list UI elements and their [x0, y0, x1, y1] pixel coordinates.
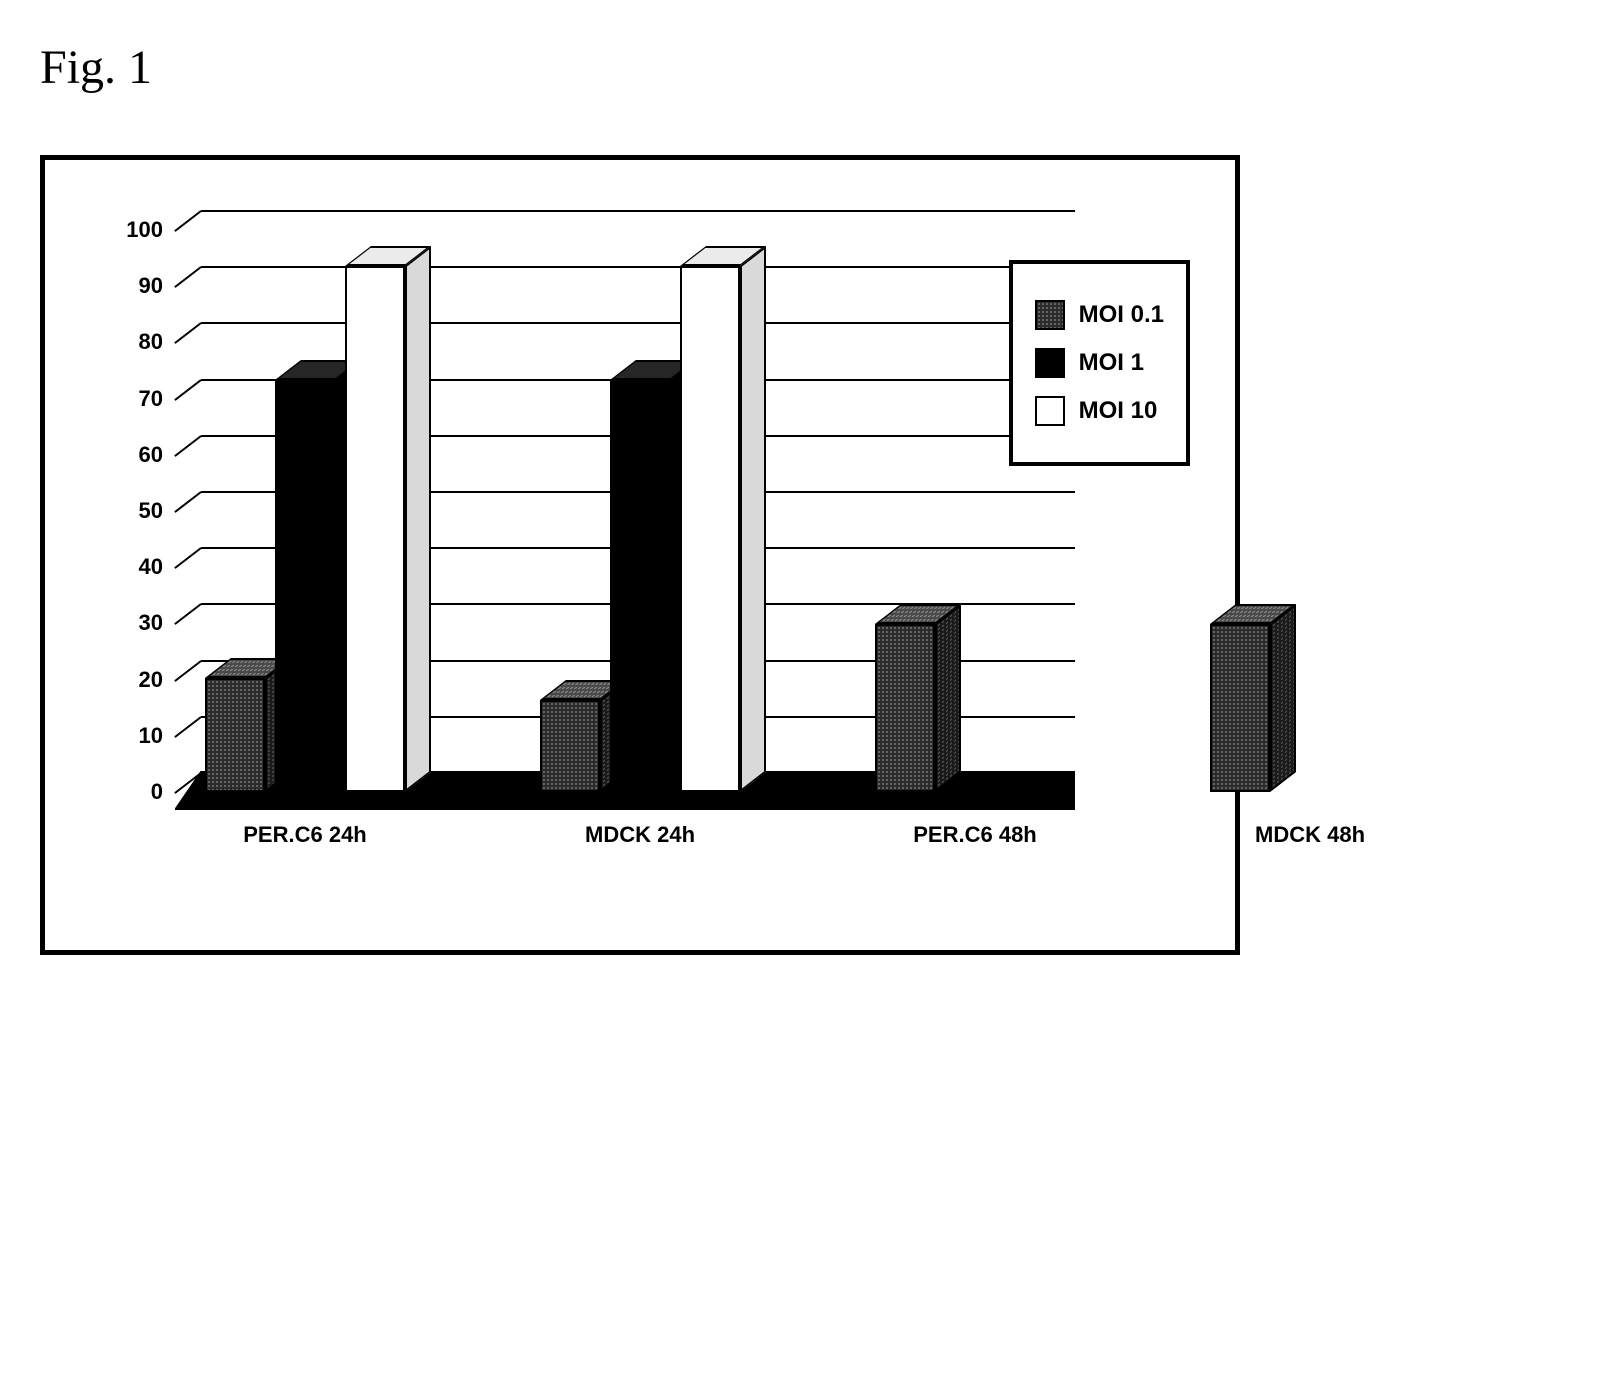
legend-item: MOI 0.1 — [1035, 300, 1164, 330]
bar — [205, 678, 265, 792]
legend-swatch — [1035, 300, 1065, 330]
y-tick-label: 60 — [139, 442, 169, 468]
y-tick-label: 0 — [151, 779, 169, 805]
legend-item: MOI 1 — [1035, 348, 1164, 378]
chart-inner: 0 10 20 30 40 50 60 70 80 90 100 PER.C6 24h MDCK 24h… — [75, 190, 1205, 920]
chart-container: 0 10 20 30 40 50 60 70 80 90 100 PER.C6 24h MDCK 24h… — [40, 155, 1240, 955]
legend-label: MOI 0.1 — [1079, 301, 1164, 329]
x-tick-label: MDCK 24h — [585, 810, 695, 848]
y-tick-label: 100 — [126, 217, 169, 243]
y-tick-label: 90 — [139, 273, 169, 299]
x-tick-label: PER.C6 24h — [243, 810, 367, 848]
bar — [275, 380, 335, 792]
y-tick-label: 20 — [139, 667, 169, 693]
x-tick-label: PER.C6 48h — [913, 810, 1037, 848]
bar — [540, 700, 600, 792]
legend-label: MOI 10 — [1079, 397, 1158, 425]
legend-item: MOI 10 — [1035, 396, 1164, 426]
legend: MOI 0.1 MOI 1 MOI 10 — [1009, 260, 1190, 466]
y-tick-label: 40 — [139, 554, 169, 580]
y-tick-label: 10 — [139, 723, 169, 749]
legend-swatch — [1035, 396, 1065, 426]
legend-label: MOI 1 — [1079, 349, 1144, 377]
bar — [610, 380, 670, 792]
x-tick-label: MDCK 48h — [1255, 810, 1365, 848]
y-tick-label: 30 — [139, 610, 169, 636]
figure-title: Fig. 1 — [40, 40, 1565, 95]
legend-swatch — [1035, 348, 1065, 378]
bar — [345, 266, 405, 792]
y-tick-label: 50 — [139, 498, 169, 524]
bar — [875, 624, 935, 792]
bar — [680, 266, 740, 792]
y-tick-label: 80 — [139, 329, 169, 355]
y-tick-label: 70 — [139, 386, 169, 412]
plot-area: 0102030405060708090100PER.C6 24hMDCK 24h… — [175, 210, 1075, 810]
bar — [1210, 624, 1270, 792]
